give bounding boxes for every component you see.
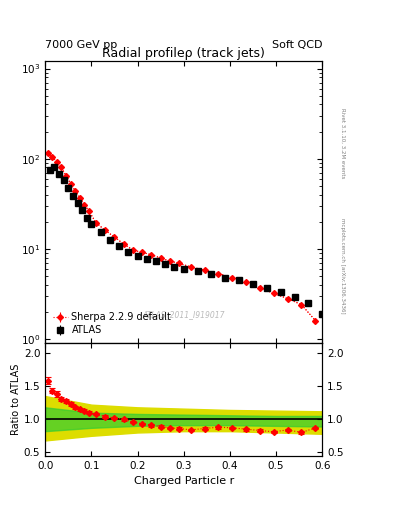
X-axis label: Charged Particle r: Charged Particle r [134,476,234,486]
Legend: Sherpa 2.2.9 default, ATLAS: Sherpa 2.2.9 default, ATLAS [50,309,174,338]
Text: Rivet 3.1.10, 3.2M events: Rivet 3.1.10, 3.2M events [340,108,345,179]
Text: ATLAS_2011_I919017: ATLAS_2011_I919017 [143,310,225,319]
Text: Soft QCD: Soft QCD [272,40,322,50]
Text: mcplots.cern.ch [arXiv:1306.3436]: mcplots.cern.ch [arXiv:1306.3436] [340,219,345,314]
Text: 7000 GeV pp: 7000 GeV pp [45,40,118,50]
Title: Radial profileρ (track jets): Radial profileρ (track jets) [102,47,265,60]
Y-axis label: Ratio to ATLAS: Ratio to ATLAS [11,364,21,435]
